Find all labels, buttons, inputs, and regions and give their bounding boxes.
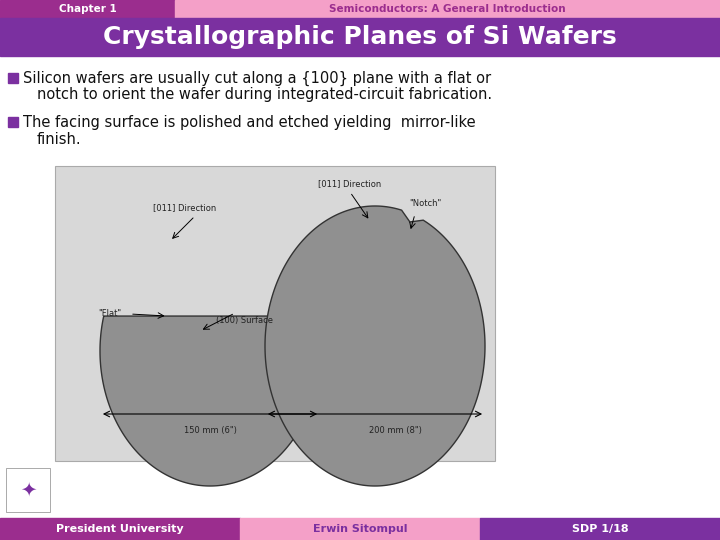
Bar (55, 166, 495, 461)
Text: "Flat": "Flat" (99, 309, 122, 319)
Text: Erwin Sitompul: Erwin Sitompul (312, 524, 408, 534)
Text: Crystallographic Planes of Si Wafers: Crystallographic Planes of Si Wafers (103, 25, 617, 49)
Bar (240, 518, 480, 540)
Bar (0, 0, 175, 18)
Text: Silicon wafers are usually cut along a {100} plane with a flat or: Silicon wafers are usually cut along a {… (23, 70, 491, 86)
Bar (8, 73, 18, 83)
Bar (175, 0, 720, 18)
Text: Semiconductors: A General Introduction: Semiconductors: A General Introduction (329, 4, 566, 14)
Text: finish.: finish. (37, 132, 81, 146)
Text: President University: President University (56, 524, 184, 534)
Text: 150 mm (6"): 150 mm (6") (184, 426, 236, 435)
Bar (0, 18, 720, 56)
Text: 200 mm (8"): 200 mm (8") (369, 426, 421, 435)
Text: [011] Direction: [011] Direction (318, 179, 382, 188)
Text: [011] Direction: [011] Direction (153, 204, 217, 213)
Bar (6, 468, 50, 512)
Text: ✦: ✦ (20, 481, 36, 500)
Text: notch to orient the wafer during integrated-circuit fabrication.: notch to orient the wafer during integra… (37, 87, 492, 103)
Bar (0, 518, 240, 540)
Text: "Notch": "Notch" (409, 199, 441, 208)
Polygon shape (265, 206, 485, 486)
Bar (0, 56, 720, 518)
Polygon shape (100, 316, 320, 486)
Bar (8, 117, 18, 127)
Bar (480, 518, 720, 540)
Text: (100) Surface: (100) Surface (217, 316, 274, 326)
Text: The facing surface is polished and etched yielding  mirror-like: The facing surface is polished and etche… (23, 114, 476, 130)
Text: SDP 1/18: SDP 1/18 (572, 524, 629, 534)
Text: Chapter 1: Chapter 1 (58, 4, 117, 14)
